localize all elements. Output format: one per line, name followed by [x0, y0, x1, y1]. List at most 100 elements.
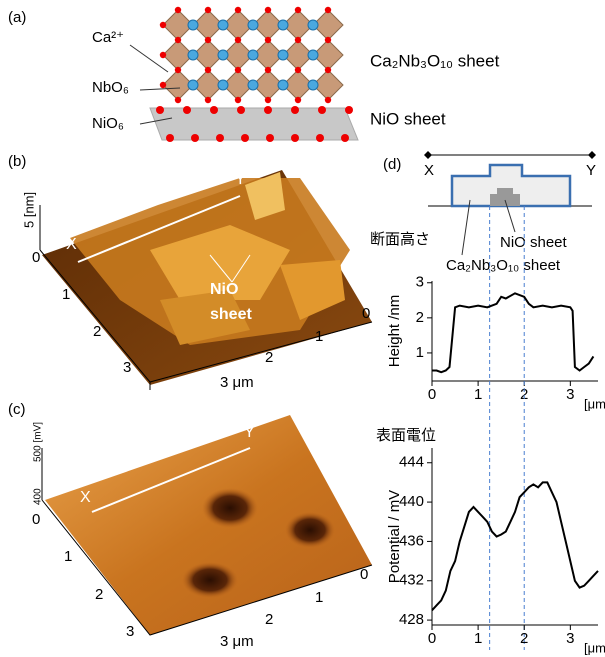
oxygen: [316, 134, 324, 142]
x-axis-label: [μm]: [584, 640, 605, 655]
panel-label: (c): [8, 401, 26, 418]
tick-label: 0: [32, 511, 40, 528]
nio-sheet: [497, 188, 513, 194]
oxygen: [235, 97, 241, 103]
oxygen: [325, 97, 331, 103]
calcium: [308, 50, 318, 60]
oxygen: [295, 97, 301, 103]
octahedron-label: NbO₆: [92, 79, 129, 96]
tick-label: 3 μm: [220, 633, 254, 650]
calcium: [218, 50, 228, 60]
oxygen: [295, 67, 301, 73]
calcium: [308, 20, 318, 30]
tick-label: 2: [95, 586, 103, 603]
figure: (a) Ca²⁺ NbO₆ NiO₆ Ca₂Nb₃O₁₀ sheet NiO s…: [0, 0, 605, 657]
scan-end: X: [80, 489, 91, 506]
oxygen: [325, 37, 331, 43]
panel-label: (d): [383, 156, 401, 173]
oxygen: [216, 134, 224, 142]
oxygen: [265, 37, 271, 43]
oxygen: [205, 7, 211, 13]
scan-end: X: [66, 236, 77, 253]
oxygen: [235, 67, 241, 73]
tick-label: 0: [362, 305, 370, 322]
nio-slab: [150, 108, 358, 140]
oxygen: [235, 37, 241, 43]
oxygen: [160, 82, 166, 88]
sheet-label: Ca₂Nb₃O₁₀: [88, 176, 171, 193]
y-tick-label: 3: [416, 274, 424, 291]
calcium: [248, 80, 258, 90]
sheet-label: NiO sheet: [500, 234, 568, 251]
z-axis-label: 500 [mV]: [33, 422, 44, 462]
sheet-label: Ca₂Nb₃O₁₀ sheet: [446, 257, 561, 274]
calcium: [188, 50, 198, 60]
data-line: [432, 293, 593, 372]
x-tick-label: 2: [520, 630, 528, 647]
tick-label: 2: [265, 349, 273, 366]
calcium: [278, 20, 288, 30]
sheet-label: Ca₂Nb₃O₁₀ sheet: [370, 51, 500, 70]
y-tick-label: 428: [399, 611, 424, 628]
oxygen: [175, 97, 181, 103]
oxygen: [295, 37, 301, 43]
oxygen: [241, 134, 249, 142]
oxygen: [291, 106, 299, 114]
tick-label: 3: [123, 359, 131, 376]
oxygen: [325, 7, 331, 13]
oxygen: [265, 7, 271, 13]
x-tick-label: 0: [428, 630, 436, 647]
oxygen: [295, 7, 301, 13]
calcium: [248, 20, 258, 30]
y-tick-label: 2: [416, 309, 424, 326]
leader: [462, 200, 470, 255]
tick-label: 3: [126, 623, 134, 640]
y-axis-label: Potential / mV: [386, 490, 403, 583]
y-axis-label: Height /nm: [386, 295, 403, 368]
scan-end: Y: [244, 424, 255, 441]
data-line: [432, 482, 598, 610]
oxygen: [205, 67, 211, 73]
oxygen: [237, 106, 245, 114]
scan-end: Y: [235, 171, 246, 188]
oxygen: [318, 106, 326, 114]
oxygen: [235, 7, 241, 13]
section-title: 表面電位: [376, 427, 436, 444]
oxygen: [175, 7, 181, 13]
oxygen: [191, 134, 199, 142]
z-axis-label: 5 [nm]: [21, 192, 36, 228]
tick-label: 0: [32, 249, 40, 266]
panel-label: (b): [8, 153, 26, 170]
x-tick-label: 3: [566, 630, 574, 647]
x-tick-label: 3: [566, 386, 574, 403]
tick-label: 1: [64, 548, 72, 565]
calcium: [278, 50, 288, 60]
y-tick-label: 1: [416, 344, 424, 361]
oxygen: [265, 97, 271, 103]
ion-label: Ca²⁺: [92, 29, 124, 46]
y-tick-label: 444: [399, 454, 424, 471]
scan-end: Y: [586, 162, 596, 179]
oxygen: [166, 134, 174, 142]
calcium: [188, 80, 198, 90]
calcium: [218, 80, 228, 90]
oxygen: [156, 106, 164, 114]
tick-label: 2: [265, 611, 273, 628]
x-axis-label: [μm]: [584, 396, 605, 411]
tick-label: 0: [360, 566, 368, 583]
oxygen: [210, 106, 218, 114]
axis-line: [432, 448, 598, 625]
oxygen: [175, 37, 181, 43]
calcium: [188, 20, 198, 30]
x-tick-label: 1: [474, 386, 482, 403]
scan-end: X: [424, 162, 434, 179]
x-tick-label: 0: [428, 386, 436, 403]
panel-label: (a): [8, 9, 26, 26]
oxygen: [291, 134, 299, 142]
x-tick-label: 1: [474, 630, 482, 647]
leader: [130, 45, 168, 72]
oxygen: [341, 134, 349, 142]
oxygen: [175, 67, 181, 73]
tick-label: 3 μm: [220, 374, 254, 391]
sheet-label: sheet: [88, 199, 130, 216]
